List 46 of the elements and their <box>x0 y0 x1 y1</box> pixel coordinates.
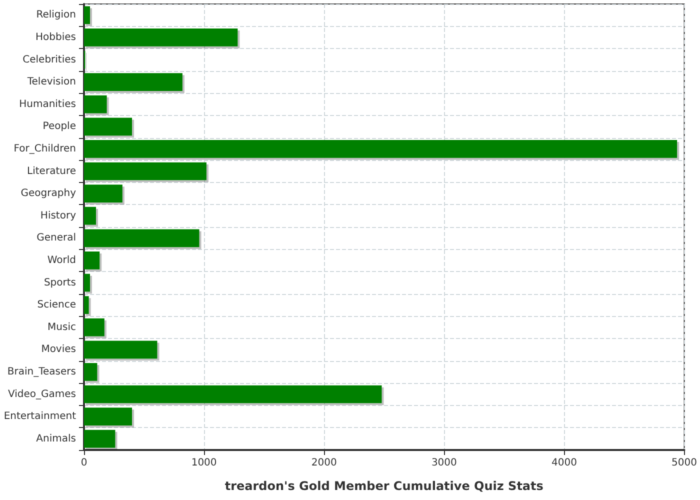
bar <box>84 274 90 292</box>
bar <box>84 430 116 448</box>
y-tick-label: Religion <box>36 10 76 21</box>
x-tick-label: 2000 <box>311 458 337 468</box>
bar <box>84 408 132 426</box>
bar <box>84 363 98 381</box>
x-tick-label: 5000 <box>672 458 697 468</box>
bar <box>84 318 104 336</box>
y-tick-label: Geography <box>20 188 76 200</box>
y-tick-label: Television <box>26 76 76 88</box>
bar <box>84 296 89 314</box>
y-tick-label: Hobbies <box>36 32 76 43</box>
y-tick-label: Sports <box>44 277 76 288</box>
y-tick-label: Music <box>48 322 76 333</box>
x-tick-label: 4000 <box>551 458 577 468</box>
bar <box>84 252 100 270</box>
bar <box>84 206 96 225</box>
x-tick-label: 0 <box>80 458 88 468</box>
y-tick-label: Brain_Teasers <box>7 366 76 378</box>
y-tick-label: General <box>36 232 76 244</box>
y-tick-label: Humanities <box>19 98 76 110</box>
x-tick-label: 3000 <box>431 458 457 468</box>
bar <box>84 95 107 114</box>
bar <box>84 73 182 91</box>
y-tick-label: Movies <box>41 344 76 356</box>
y-tick-label: Celebrities <box>22 54 76 66</box>
y-tick-label: Entertainment <box>4 411 76 422</box>
bar <box>84 140 678 158</box>
bar <box>84 162 206 180</box>
y-tick-label: Science <box>37 300 76 311</box>
bar <box>84 340 158 359</box>
bar <box>84 229 200 248</box>
y-tick-label: Literature <box>27 166 76 177</box>
y-tick-label: History <box>40 210 76 222</box>
bar <box>84 184 122 202</box>
y-tick-label: World <box>47 254 76 266</box>
bar <box>84 385 382 404</box>
y-tick-label: People <box>42 121 76 132</box>
bar <box>84 118 132 136</box>
y-tick-label: Video_Games <box>8 388 76 400</box>
x-tick-label: 1000 <box>191 458 217 468</box>
bar <box>84 6 90 24</box>
bar <box>84 28 238 46</box>
x-axis-title: treardon's Gold Member Cumulative Quiz Stats <box>224 479 544 493</box>
y-tick-label: Animals <box>36 433 76 444</box>
y-tick-label: For_Children <box>14 143 76 154</box>
